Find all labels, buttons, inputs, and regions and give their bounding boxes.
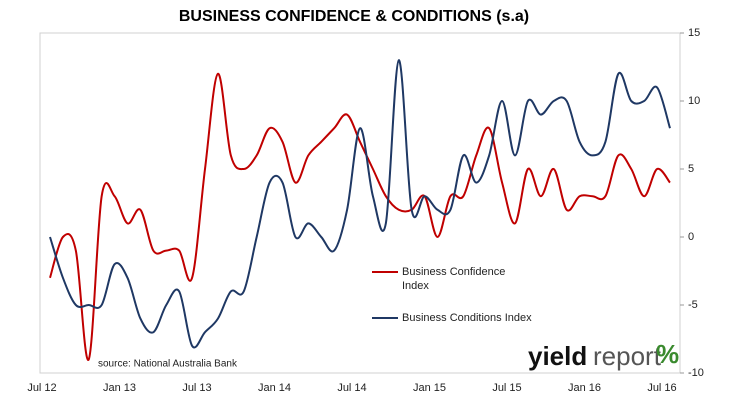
x-tick-label: Jan 15 — [413, 382, 446, 394]
series-line — [49, 59, 671, 349]
logo-report: report — [593, 341, 662, 371]
y-tick-label: 15 — [688, 27, 700, 39]
logo-percent: % — [656, 339, 679, 369]
series-line — [49, 72, 671, 361]
x-tick-label: Jan 16 — [568, 382, 601, 394]
y-tick-label: 0 — [688, 231, 694, 243]
y-tick-label: 5 — [688, 163, 694, 175]
legend-label: Business Conditions Index — [402, 312, 532, 324]
plot-frame — [39, 32, 681, 374]
source-note: source: National Australia Bank — [98, 359, 238, 370]
x-tick-label: Jul 16 — [647, 382, 676, 394]
x-tick-label: Jul 13 — [182, 382, 211, 394]
y-tick-label: -5 — [688, 299, 698, 311]
logo-yield: yield — [528, 341, 587, 371]
x-tick-label: Jan 14 — [258, 382, 291, 394]
x-tick-label: Jan 13 — [103, 382, 136, 394]
x-tick-label: Jul 12 — [27, 382, 56, 394]
x-tick-label: Jul 14 — [337, 382, 366, 394]
legend-label: Business Confidence Index — [402, 266, 506, 292]
y-tick-label: 10 — [688, 95, 700, 107]
x-tick-label: Jul 15 — [492, 382, 521, 394]
y-tick-label: -10 — [688, 367, 704, 379]
chart-title: BUSINESS CONFIDENCE & CONDITIONS (s.a) — [179, 8, 529, 25]
